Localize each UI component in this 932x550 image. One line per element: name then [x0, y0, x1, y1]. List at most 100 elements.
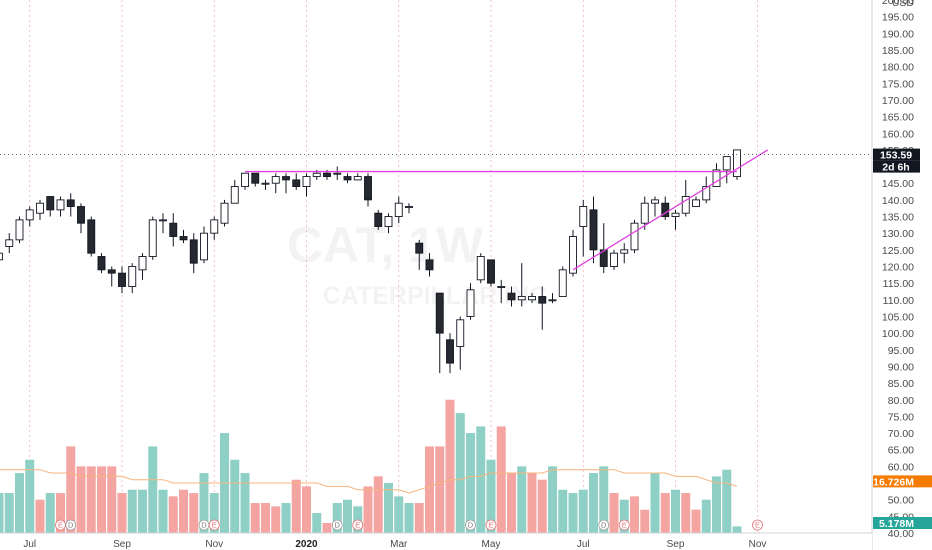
- volume-bar: [179, 489, 188, 533]
- volume-bar: [558, 489, 568, 533]
- price-axis[interactable]: 200.00 195.00 190.00 185.00 180.00 175.00 170.…: [871, 0, 932, 550]
- volume-bar: [56, 493, 65, 533]
- candle-body: [702, 186, 711, 201]
- volume-bar: [117, 493, 127, 533]
- candle-body: [446, 339, 454, 364]
- volume-bar: [15, 473, 24, 533]
- drawn-trend-lines[interactable]: [245, 149, 769, 271]
- volume-bar: [619, 499, 629, 533]
- candle-body: [189, 239, 198, 264]
- event-marker-circle: [618, 519, 630, 531]
- candle: [548, 293, 557, 304]
- candle: [517, 263, 526, 307]
- event-marker-letter: D: [68, 521, 74, 530]
- event-marker-letter: E: [622, 521, 627, 530]
- volume-label-value: 16.726M: [873, 476, 914, 488]
- price-tick-label: 180.00: [882, 62, 914, 74]
- candle: [189, 233, 198, 274]
- candle: [25, 206, 34, 227]
- volume-bar: [466, 433, 475, 533]
- candle-body: [466, 289, 475, 317]
- candle-body: [118, 272, 126, 287]
- candle-body: [128, 266, 137, 287]
- candle: [528, 293, 536, 304]
- candle-body: [599, 249, 608, 267]
- volume-bar: [671, 489, 680, 533]
- candle-body: [507, 292, 516, 301]
- candle: [671, 209, 680, 230]
- candle-body: [87, 219, 96, 254]
- volume-bar: [701, 499, 711, 533]
- volume-bar: [332, 503, 342, 533]
- candle: [610, 249, 618, 270]
- candle: [66, 193, 75, 217]
- candle: [599, 223, 608, 274]
- candle: [712, 163, 721, 188]
- volume-bar: [517, 466, 527, 533]
- price-tick-label: 65.00: [888, 445, 914, 457]
- time-tick-label: May: [482, 539, 501, 550]
- time-tick-label: Jul: [23, 539, 36, 550]
- candle-body: [569, 236, 577, 274]
- candle: [425, 253, 434, 277]
- price-tick-label: 130.00: [882, 228, 914, 240]
- volume-bar: [158, 489, 168, 533]
- candle: [476, 253, 485, 284]
- event-marker: E: [618, 519, 630, 531]
- candle-body: [15, 219, 24, 241]
- price-tick-label: 190.00: [882, 28, 914, 40]
- price-tick-label: 170.00: [882, 95, 914, 107]
- candle-body: [456, 319, 465, 347]
- candle: [241, 172, 249, 190]
- candle: [271, 173, 280, 194]
- candle-body: [210, 219, 219, 234]
- volume-bar: [548, 466, 557, 533]
- candle: [107, 266, 116, 287]
- event-marker-letter: E: [58, 521, 63, 530]
- volume-bar: [363, 486, 373, 533]
- countdown-value: 2d 6h: [882, 162, 909, 174]
- price-tick-label: 60.00: [888, 461, 914, 473]
- candle-body: [220, 202, 229, 224]
- last-price-label: 153.59 2d 6h: [873, 148, 920, 174]
- candle-body: [251, 172, 260, 184]
- candle-body: [241, 172, 249, 188]
- candle: [220, 199, 229, 227]
- price-tick-label: 145.00: [882, 178, 914, 190]
- candle-body: [179, 236, 188, 241]
- volume-bar: [435, 446, 445, 533]
- event-marker-letter: D: [201, 521, 207, 530]
- candle-body: [364, 176, 372, 201]
- volume-label-box: [873, 475, 932, 488]
- candle: [15, 216, 24, 244]
- price-tick-label: 75.00: [888, 411, 914, 423]
- volume-bar: [250, 503, 260, 533]
- event-marker-letter: D: [601, 521, 607, 530]
- last-price-value: 153.59: [880, 150, 912, 162]
- candle: [497, 279, 506, 304]
- volume-bar: [199, 473, 209, 533]
- event-marker-circle: [65, 519, 77, 531]
- volume-bar: [691, 509, 701, 533]
- event-marker: E: [352, 519, 364, 531]
- volume-bar: [261, 503, 270, 533]
- volume-bar: [45, 493, 55, 533]
- price-tick-label: 195.00: [882, 12, 914, 24]
- event-marker-circle: [598, 519, 610, 531]
- event-marker-circle: [752, 519, 763, 531]
- candle-body: [148, 219, 157, 257]
- candle: [435, 292, 444, 374]
- time-axis[interactable]: Jul Sep Nov 2020 Mar May Jul Sep Nov: [0, 532, 872, 550]
- candle-body: [159, 219, 167, 222]
- event-marker: D: [465, 519, 476, 531]
- candle-body: [610, 252, 618, 267]
- candle-body: [169, 222, 178, 237]
- time-tick-label: 2020: [295, 539, 318, 550]
- candle-body: [558, 269, 567, 297]
- event-marker: E: [208, 519, 220, 531]
- event-marker-letter: D: [468, 521, 474, 530]
- candle-body: [661, 202, 670, 217]
- price-tick-label: 110.00: [883, 295, 914, 307]
- event-marker: D: [598, 519, 610, 531]
